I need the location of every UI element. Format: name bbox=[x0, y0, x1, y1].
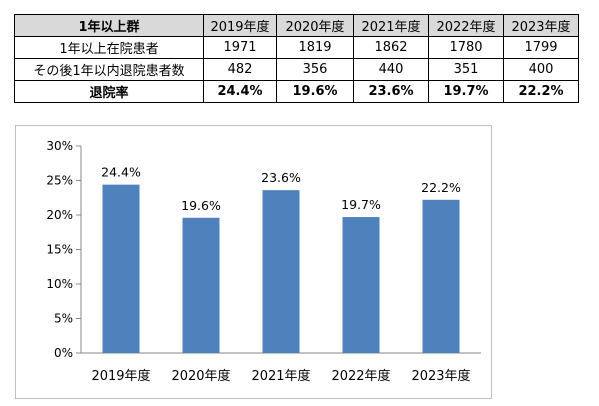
table-cell: 1780 bbox=[428, 36, 504, 59]
row-label: その後1年以内退院患者数 bbox=[14, 58, 204, 81]
y-axis-tick-label: 5% bbox=[54, 312, 73, 326]
chart-area: 0% 5% 10% 15% 20% 25% 30% 24.4% 2019年度 19.6% 2020年… bbox=[15, 125, 492, 399]
bar bbox=[262, 190, 300, 353]
table-row-rate: 退院率 24.4% 19.6% 23.6% 19.7% 22.2% bbox=[14, 80, 579, 103]
bar bbox=[102, 184, 140, 353]
stats-table: 1年以上群 2019年度 2020年度 2021年度 2022年度 2023年度… bbox=[14, 14, 579, 103]
row-label: 退院率 bbox=[14, 80, 204, 103]
y-axis-tick-label: 0% bbox=[54, 346, 73, 360]
table-corner-label: 1年以上群 bbox=[14, 14, 204, 37]
table-cell: 1799 bbox=[503, 36, 579, 59]
table-row: 1年以上在院患者 1971 1819 1862 1780 1799 bbox=[14, 36, 579, 59]
bar-value-label: 24.4% bbox=[101, 165, 141, 180]
bar bbox=[182, 217, 220, 353]
x-axis-category-label: 2023年度 bbox=[411, 368, 470, 384]
column-header: 2019年度 bbox=[203, 14, 277, 37]
bar-chart: 0% 5% 10% 15% 20% 25% 30% 24.4% 2019年度 19.6% 2020年… bbox=[46, 139, 481, 384]
table-cell: 22.2% bbox=[503, 80, 579, 103]
table-cell: 351 bbox=[428, 58, 504, 81]
table-cell: 400 bbox=[503, 58, 579, 81]
y-axis-tick-label: 15% bbox=[46, 243, 73, 257]
bar bbox=[422, 199, 460, 353]
table-cell: 19.7% bbox=[428, 80, 504, 103]
y-axis-tick-label: 25% bbox=[46, 174, 73, 188]
table-cell: 19.6% bbox=[276, 80, 354, 103]
table-cell: 440 bbox=[353, 58, 429, 81]
x-axis-category-label: 2022年度 bbox=[331, 368, 390, 384]
table-row: その後1年以内退院患者数 482 356 440 351 400 bbox=[14, 58, 579, 81]
table-cell: 24.4% bbox=[203, 80, 277, 103]
column-header: 2023年度 bbox=[503, 14, 579, 37]
column-header: 2020年度 bbox=[276, 14, 354, 37]
row-label: 1年以上在院患者 bbox=[14, 36, 204, 59]
table-header-row: 1年以上群 2019年度 2020年度 2021年度 2022年度 2023年度 bbox=[14, 14, 579, 37]
y-axis-tick-label: 20% bbox=[46, 208, 73, 222]
bar-value-label: 19.6% bbox=[181, 198, 221, 213]
table-cell: 356 bbox=[276, 58, 354, 81]
bar-value-label: 22.2% bbox=[421, 180, 461, 195]
y-axis-tick-label: 30% bbox=[46, 139, 73, 153]
x-axis-category-label: 2020年度 bbox=[171, 368, 230, 384]
column-header: 2021年度 bbox=[353, 14, 429, 37]
y-axis-tick-label: 10% bbox=[46, 277, 73, 291]
table-cell: 23.6% bbox=[353, 80, 429, 103]
table-cell: 1819 bbox=[276, 36, 354, 59]
column-header: 2022年度 bbox=[428, 14, 504, 37]
bar bbox=[342, 217, 380, 353]
table-cell: 1971 bbox=[203, 36, 277, 59]
x-axis-category-label: 2021年度 bbox=[251, 368, 310, 384]
bar-value-label: 23.6% bbox=[261, 170, 301, 185]
table-cell: 1862 bbox=[353, 36, 429, 59]
bar-value-label: 19.7% bbox=[341, 197, 381, 212]
x-axis-category-label: 2019年度 bbox=[91, 368, 150, 384]
table-cell: 482 bbox=[203, 58, 277, 81]
